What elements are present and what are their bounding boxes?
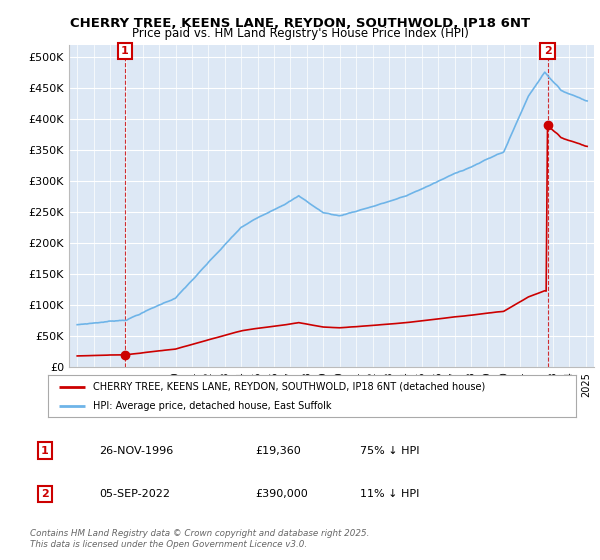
Text: 75% ↓ HPI: 75% ↓ HPI [360, 446, 419, 456]
Text: Contains HM Land Registry data © Crown copyright and database right 2025.
This d: Contains HM Land Registry data © Crown c… [30, 529, 370, 549]
Text: 11% ↓ HPI: 11% ↓ HPI [360, 489, 419, 499]
Text: 2: 2 [544, 46, 551, 56]
Text: 26-NOV-1996: 26-NOV-1996 [99, 446, 173, 456]
Text: 2: 2 [41, 489, 49, 499]
Text: £19,360: £19,360 [255, 446, 301, 456]
Text: 1: 1 [121, 46, 128, 56]
Text: CHERRY TREE, KEENS LANE, REYDON, SOUTHWOLD, IP18 6NT: CHERRY TREE, KEENS LANE, REYDON, SOUTHWO… [70, 17, 530, 30]
Text: Price paid vs. HM Land Registry's House Price Index (HPI): Price paid vs. HM Land Registry's House … [131, 27, 469, 40]
Text: HPI: Average price, detached house, East Suffolk: HPI: Average price, detached house, East… [93, 402, 331, 411]
Text: CHERRY TREE, KEENS LANE, REYDON, SOUTHWOLD, IP18 6NT (detached house): CHERRY TREE, KEENS LANE, REYDON, SOUTHWO… [93, 382, 485, 392]
Text: 05-SEP-2022: 05-SEP-2022 [99, 489, 170, 499]
Text: 1: 1 [41, 446, 49, 456]
Text: £390,000: £390,000 [255, 489, 308, 499]
